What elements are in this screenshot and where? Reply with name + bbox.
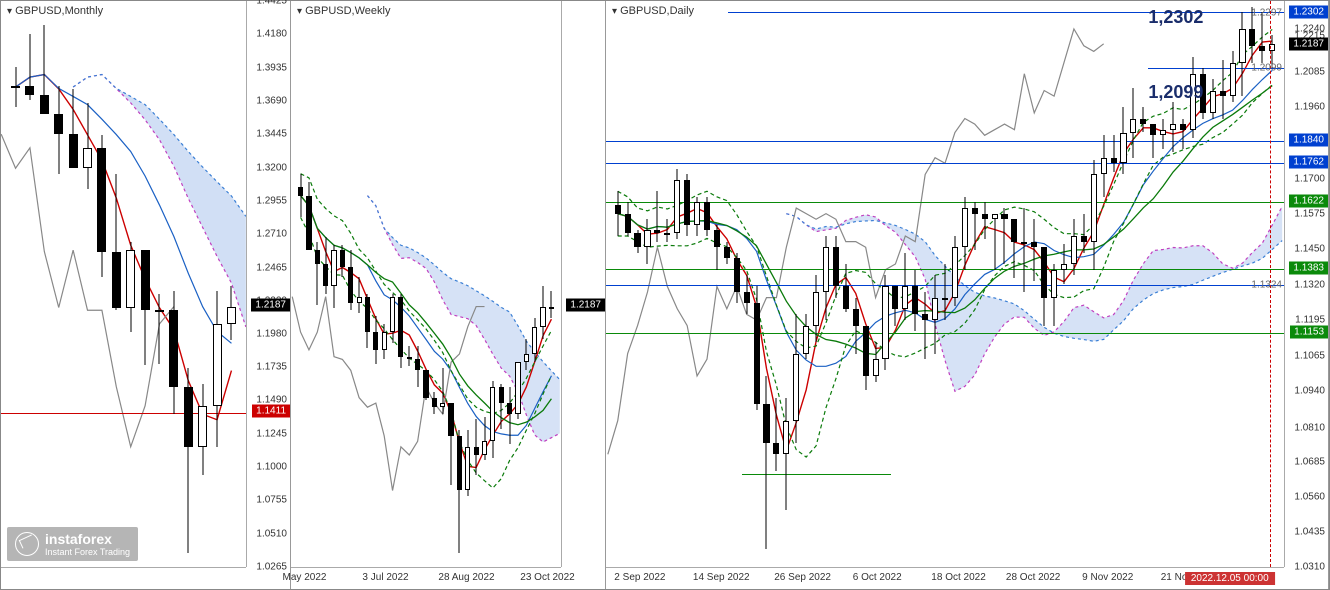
watermark-subtitle: Instant Forex Trading bbox=[45, 547, 130, 557]
title-text: GBPUSD,Daily bbox=[620, 5, 694, 17]
y-tick: 1.0510 bbox=[256, 528, 287, 539]
x-tick: 23 Oct 2022 bbox=[520, 572, 574, 583]
price-label: 1.2187 bbox=[566, 299, 605, 312]
y-tick: 1.1735 bbox=[256, 361, 287, 372]
horizontal-line bbox=[1, 413, 246, 414]
price-label: 1.1762 bbox=[1289, 156, 1328, 169]
price-label: 1.2302 bbox=[1289, 5, 1328, 18]
x-tick: 14 Sep 2022 bbox=[693, 572, 750, 583]
y-tick: 1.1575 bbox=[1294, 209, 1325, 220]
price-label: 1.1411 bbox=[252, 405, 290, 418]
y-axis-daily: 1.22401.22151.20851.19601.18351.17001.15… bbox=[1284, 1, 1328, 567]
y-tick: 1.1000 bbox=[256, 461, 287, 472]
x-tick: 28 Aug 2022 bbox=[438, 572, 494, 583]
y-tick: 1.0310 bbox=[1294, 562, 1325, 573]
dropdown-arrow-icon: ▾ bbox=[612, 6, 617, 17]
dropdown-arrow-icon: ▾ bbox=[297, 6, 302, 17]
y-tick: 1.0265 bbox=[256, 562, 287, 573]
y-tick: 1.2955 bbox=[256, 196, 287, 207]
price-dash-label: 1.1324 bbox=[1251, 280, 1282, 291]
chart-title-daily: ▾ GBPUSD,Daily bbox=[612, 5, 694, 17]
price-label: 1.1153 bbox=[1290, 325, 1328, 338]
x-axis-weekly: May 20223 Jul 202228 Aug 202223 Oct 2022 bbox=[291, 567, 561, 589]
chart-panel-weekly[interactable]: ▾ GBPUSD,Weekly 1.2187 May 20223 Jul 202… bbox=[291, 1, 606, 589]
y-tick: 1.2085 bbox=[1294, 67, 1325, 78]
x-tick: 6 Oct 2022 bbox=[853, 572, 902, 583]
y-tick: 1.1320 bbox=[1294, 280, 1325, 291]
y-tick: 1.2465 bbox=[256, 262, 287, 273]
chart-panel-daily[interactable]: ▾ GBPUSD,Daily 1,23021,2099 1.22401.2215… bbox=[606, 1, 1329, 589]
horizontal-line bbox=[742, 474, 891, 475]
y-axis-monthly: 1.4425 1.4180 1.3935 1.3690 1.3445 1.3200 1.29… bbox=[246, 1, 290, 567]
chart-title-monthly: ▾ GBPUSD,Monthly bbox=[7, 5, 103, 17]
x-tick: 26 Sep 2022 bbox=[774, 572, 831, 583]
y-tick: 1.3935 bbox=[256, 62, 287, 73]
watermark-brand: instaforex bbox=[45, 531, 130, 547]
y-tick: 1.0560 bbox=[1294, 492, 1325, 503]
y-tick: 1.0810 bbox=[1294, 422, 1325, 433]
y-tick: 1.3690 bbox=[256, 96, 287, 107]
price-dash-label: 1.2297 bbox=[1251, 8, 1282, 19]
y-tick: 1.1245 bbox=[256, 428, 287, 439]
date-label: 2022.12.05 00:00 bbox=[1185, 572, 1275, 585]
y-tick: 1.0685 bbox=[1294, 457, 1325, 468]
instaforex-logo-icon bbox=[15, 532, 39, 556]
y-tick: 1.1980 bbox=[256, 328, 287, 339]
x-axis-daily: 2 Sep 2022 14 Sep 2022 26 Sep 2022 6 Oct 20… bbox=[606, 567, 1284, 589]
y-tick: 1.1700 bbox=[1294, 174, 1325, 185]
chart-panel-monthly[interactable]: ▾ GBPUSD,Monthly 1.4425 1.4180 1.3935 1.369… bbox=[1, 1, 291, 589]
title-text: GBPUSD,Weekly bbox=[305, 5, 390, 17]
x-axis-monthly bbox=[1, 567, 246, 589]
y-tick: 1.3200 bbox=[256, 162, 287, 173]
y-tick: 1.1065 bbox=[1294, 351, 1325, 362]
y-tick: 1.2710 bbox=[256, 229, 287, 240]
price-dash-label: 1.2099 bbox=[1251, 63, 1282, 74]
price-label: 1.1840 bbox=[1289, 134, 1328, 147]
y-tick: 1.4425 bbox=[256, 0, 287, 7]
x-tick: 9 Nov 2022 bbox=[1082, 572, 1133, 583]
title-text: GBPUSD,Monthly bbox=[15, 5, 103, 17]
horizontal-line bbox=[606, 163, 1284, 164]
price-label: 1.1383 bbox=[1289, 261, 1328, 274]
x-tick: May 2022 bbox=[283, 572, 327, 583]
watermark: instaforex Instant Forex Trading bbox=[7, 527, 138, 561]
y-axis-weekly: 1.2187 bbox=[561, 1, 605, 567]
y-tick: 1.1450 bbox=[1294, 244, 1325, 255]
annotation-text: 1,2099 bbox=[1148, 82, 1203, 103]
price-label: 1.2187 bbox=[251, 299, 290, 312]
y-tick: 1.0435 bbox=[1294, 527, 1325, 538]
price-label: 1.2187 bbox=[1289, 37, 1328, 50]
y-tick: 1.4180 bbox=[256, 29, 287, 40]
y-tick: 1.1195 bbox=[1295, 315, 1325, 326]
chart-area-daily: 1,2302 1,2099 bbox=[606, 1, 1284, 567]
chart-area-monthly bbox=[1, 1, 246, 567]
x-tick: 18 Oct 2022 bbox=[931, 572, 985, 583]
horizontal-line bbox=[606, 333, 1284, 334]
x-tick: 28 Oct 2022 bbox=[1006, 572, 1060, 583]
price-label: 1.1622 bbox=[1289, 195, 1328, 208]
y-tick: 1.0755 bbox=[256, 495, 287, 506]
chart-area-weekly bbox=[291, 1, 561, 567]
y-tick: 1.1960 bbox=[1294, 101, 1325, 112]
y-tick: 1.0940 bbox=[1294, 386, 1325, 397]
x-tick: 3 Jul 2022 bbox=[362, 572, 408, 583]
chart-title-weekly: ▾ GBPUSD,Weekly bbox=[297, 5, 390, 17]
annotation-text: 1,2302 bbox=[1148, 7, 1203, 28]
x-tick: 2 Sep 2022 bbox=[614, 572, 665, 583]
dropdown-arrow-icon: ▾ bbox=[7, 6, 12, 17]
ichimoku-overlay bbox=[1, 1, 246, 569]
y-tick: 1.3445 bbox=[256, 129, 287, 140]
